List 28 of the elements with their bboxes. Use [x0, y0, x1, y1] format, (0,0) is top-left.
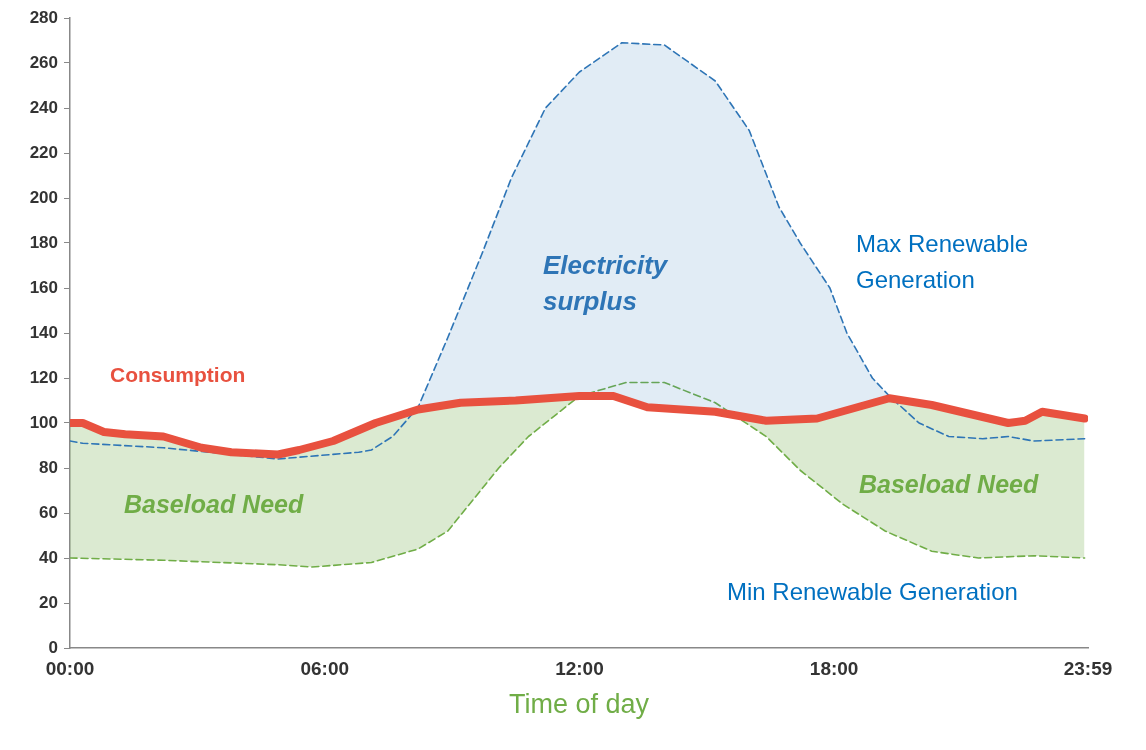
y-tick-label: 40 [39, 547, 58, 567]
x-tick-label: 23:59 [1063, 657, 1113, 679]
line-series [70, 41, 1086, 460]
y-tick-label: 180 [29, 232, 58, 252]
x-tick-label: 18:00 [809, 657, 859, 679]
annotation: Baseload Need [124, 489, 304, 518]
y-tick-label: 220 [29, 142, 58, 162]
series-label: Max Renewable Generation [856, 229, 1029, 293]
y-tick-label: 80 [39, 457, 58, 477]
annotation: Baseload Need [859, 469, 1039, 498]
x-tick-label: 06:00 [300, 657, 350, 679]
y-tick-label: 160 [29, 277, 58, 297]
y-tick-label: 240 [29, 97, 58, 117]
series-label: Min Renewable Generation [727, 577, 1018, 605]
y-tick-label: 20 [39, 592, 58, 612]
x-tick-label: 00:00 [45, 657, 95, 679]
annotation: Electricity surplus [543, 250, 669, 317]
x-tick-label: 12:00 [555, 657, 604, 679]
text: Consumption [110, 362, 246, 386]
y-tick-label: 100 [29, 412, 58, 432]
y-tick-label: 0 [48, 637, 58, 657]
x-axis-title: Time of day [508, 689, 650, 720]
y-tick-label: 260 [29, 52, 58, 72]
y-tick-label: 140 [29, 322, 58, 342]
y-tick-label: 200 [29, 187, 58, 207]
y-tick-label: 120 [29, 367, 58, 387]
y-tick-label: 280 [29, 7, 58, 27]
y-tick-label: 60 [39, 502, 58, 522]
